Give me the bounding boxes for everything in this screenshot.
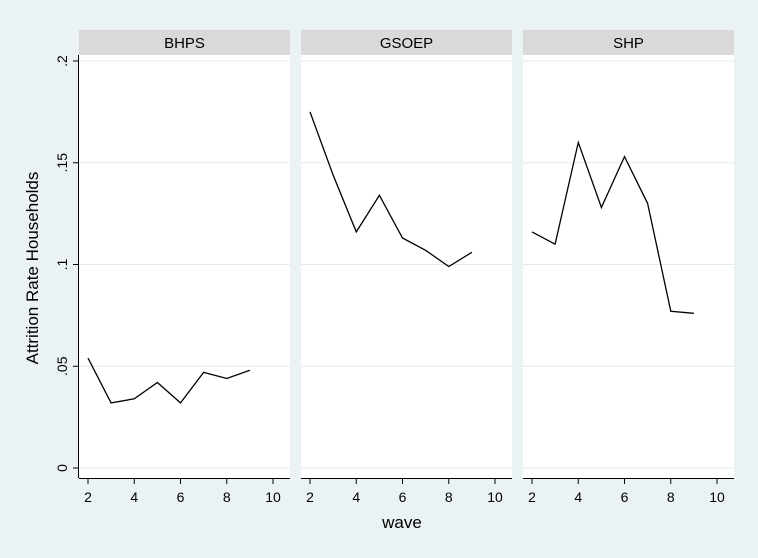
x-tick-label: 8: [667, 489, 675, 505]
x-tick-label: 2: [306, 489, 314, 505]
x-tick-label: 6: [399, 489, 407, 505]
x-tick-label: 6: [621, 489, 629, 505]
y-axis-title: Attrition Rate Households: [23, 172, 42, 365]
plot-area-0: [79, 55, 290, 478]
y-tick-label: 0: [54, 464, 70, 472]
series-line-SHP: [531, 140, 694, 314]
series-line-BHPS: [87, 357, 251, 404]
x-tick-label: 2: [528, 489, 536, 505]
plot-area-2: [523, 55, 734, 478]
x-tick-label: 8: [445, 489, 453, 505]
x-axis-title: wave: [381, 513, 422, 532]
panel-title: BHPS: [164, 35, 205, 52]
x-tick-label: 10: [487, 489, 503, 505]
x-tick-label: 10: [709, 489, 725, 505]
x-tick-label: 8: [223, 489, 231, 505]
x-tick-label: 10: [265, 489, 281, 505]
plot-area-1: [301, 55, 512, 478]
x-tick-label: 4: [130, 489, 138, 505]
x-tick-label: 4: [352, 489, 360, 505]
x-tick-label: 4: [574, 489, 582, 505]
panel-header-2: [523, 30, 734, 55]
panel-title: GSOEP: [380, 35, 433, 52]
x-tick-label: 2: [84, 489, 92, 505]
y-tick-label: .15: [54, 153, 70, 173]
x-tick-label: 6: [177, 489, 185, 505]
panel-title: SHP: [613, 35, 644, 52]
y-tick-label: .05: [54, 356, 70, 376]
series-line-GSOEP: [309, 111, 473, 268]
y-tick-label: .2: [54, 55, 70, 67]
y-tick-label: .1: [54, 258, 70, 270]
panel-header-1: [301, 30, 512, 55]
panel-header-0: [79, 30, 290, 55]
